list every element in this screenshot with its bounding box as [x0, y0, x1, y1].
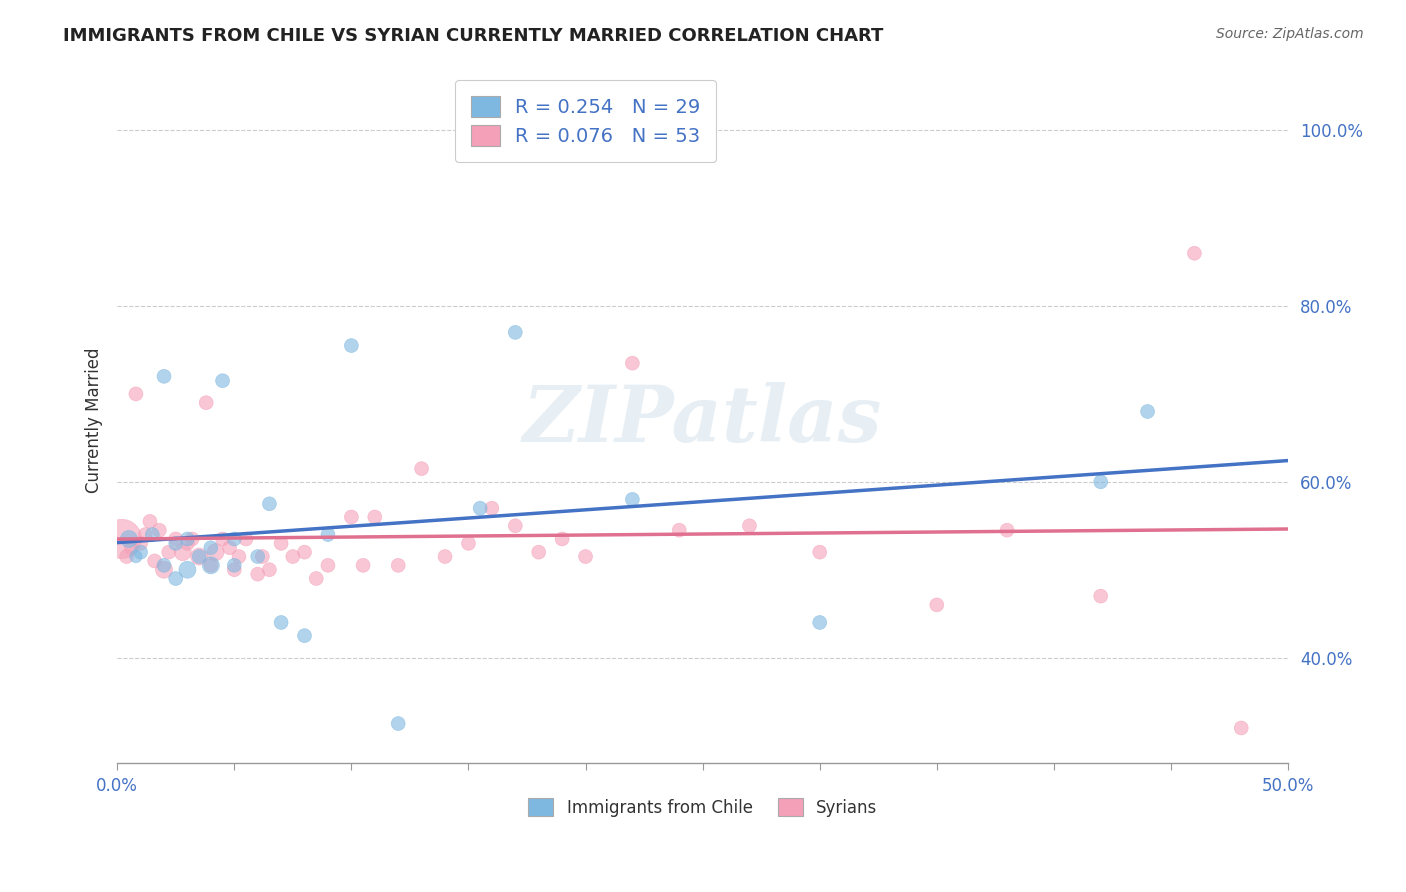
Point — [270, 615, 292, 630]
Point — [211, 374, 233, 388]
Point — [387, 558, 409, 573]
Point — [621, 356, 644, 370]
Point — [281, 549, 304, 564]
Point — [153, 563, 176, 577]
Point — [246, 567, 269, 582]
Point — [808, 615, 831, 630]
Point — [235, 532, 257, 546]
Point — [305, 572, 328, 586]
Point — [176, 536, 198, 550]
Point — [224, 558, 246, 573]
Point — [995, 523, 1018, 537]
Point — [481, 501, 503, 516]
Point — [120, 541, 142, 555]
Point — [352, 558, 374, 573]
Point — [172, 545, 194, 559]
Point — [188, 549, 211, 564]
Point — [176, 563, 198, 577]
Point — [1230, 721, 1253, 735]
Point — [457, 536, 479, 550]
Point — [503, 518, 526, 533]
Point — [470, 501, 492, 516]
Point — [316, 527, 339, 541]
Legend: Immigrants from Chile, Syrians: Immigrants from Chile, Syrians — [522, 791, 884, 823]
Point — [551, 532, 574, 546]
Point — [503, 326, 526, 340]
Point — [808, 545, 831, 559]
Point — [1090, 475, 1112, 489]
Point — [134, 527, 156, 541]
Point — [118, 532, 141, 546]
Point — [738, 518, 761, 533]
Point — [340, 338, 363, 352]
Point — [111, 532, 134, 546]
Point — [224, 532, 246, 546]
Point — [129, 536, 152, 550]
Point — [211, 532, 233, 546]
Point — [527, 545, 550, 559]
Point — [668, 523, 690, 537]
Point — [294, 545, 316, 559]
Point — [115, 549, 138, 564]
Point — [125, 549, 148, 564]
Point — [165, 532, 187, 546]
Point — [200, 541, 222, 555]
Point — [340, 510, 363, 524]
Point — [246, 549, 269, 564]
Point — [621, 492, 644, 507]
Text: IMMIGRANTS FROM CHILE VS SYRIAN CURRENTLY MARRIED CORRELATION CHART: IMMIGRANTS FROM CHILE VS SYRIAN CURRENTL… — [63, 27, 883, 45]
Point — [224, 563, 246, 577]
Point — [316, 558, 339, 573]
Y-axis label: Currently Married: Currently Married — [86, 348, 103, 493]
Point — [259, 563, 281, 577]
Point — [148, 523, 170, 537]
Point — [139, 515, 162, 529]
Point — [574, 549, 596, 564]
Point — [434, 549, 457, 564]
Point — [129, 545, 152, 559]
Text: Source: ZipAtlas.com: Source: ZipAtlas.com — [1216, 27, 1364, 41]
Point — [143, 554, 166, 568]
Point — [259, 497, 281, 511]
Point — [364, 510, 387, 524]
Point — [411, 461, 433, 475]
Point — [165, 536, 187, 550]
Point — [125, 387, 148, 401]
Point — [181, 532, 204, 546]
Point — [200, 558, 222, 573]
Point — [153, 558, 176, 573]
Point — [165, 572, 187, 586]
Point — [925, 598, 948, 612]
Point — [1184, 246, 1206, 260]
Point — [252, 549, 274, 564]
Point — [188, 549, 211, 564]
Point — [218, 541, 240, 555]
Point — [228, 549, 250, 564]
Point — [387, 716, 409, 731]
Point — [176, 532, 198, 546]
Point — [157, 545, 180, 559]
Point — [204, 545, 226, 559]
Point — [195, 395, 218, 409]
Point — [270, 536, 292, 550]
Point — [141, 527, 163, 541]
Point — [200, 558, 222, 573]
Text: ZIPatlas: ZIPatlas — [523, 382, 883, 458]
Point — [153, 369, 176, 384]
Point — [1090, 589, 1112, 603]
Point — [1136, 404, 1159, 418]
Point — [294, 629, 316, 643]
